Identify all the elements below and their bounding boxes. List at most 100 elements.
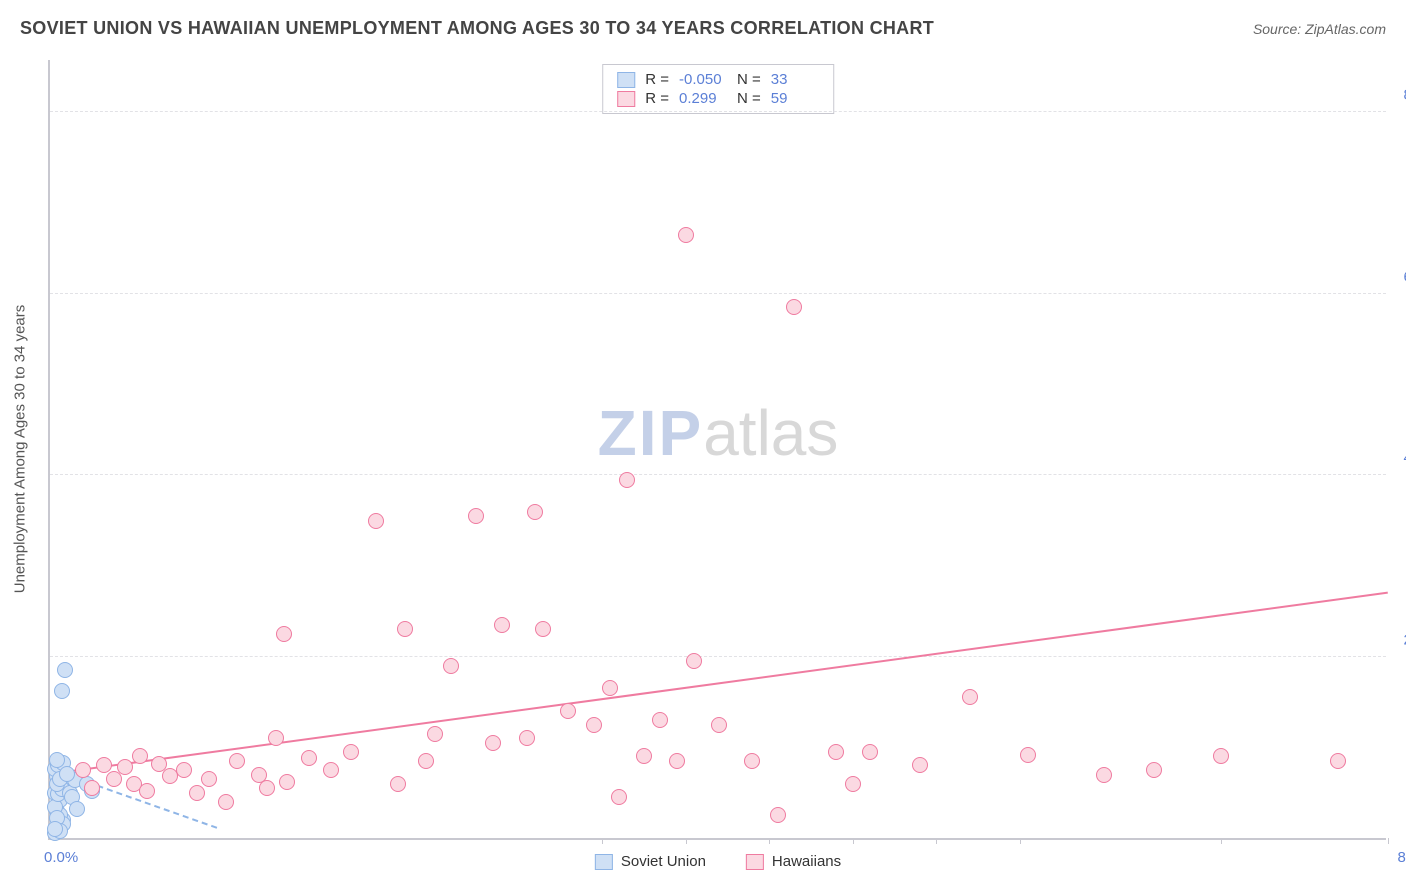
data-point [279, 774, 295, 790]
x-tick [936, 838, 937, 844]
data-point [84, 780, 100, 796]
data-point [586, 717, 602, 733]
watermark-part2: atlas [703, 397, 838, 469]
data-point [75, 762, 91, 778]
source-attribution: Source: ZipAtlas.com [1253, 21, 1386, 37]
stat-n-hawaiian: 59 [771, 90, 819, 107]
data-point [268, 730, 284, 746]
gridline [50, 111, 1386, 112]
x-origin-label: 0.0% [44, 849, 78, 866]
data-point [678, 227, 694, 243]
stat-r-soviet: -0.050 [679, 71, 727, 88]
data-point [770, 807, 786, 823]
data-point [962, 689, 978, 705]
stats-row-hawaiian: R = 0.299 N = 59 [617, 90, 819, 107]
data-point [418, 753, 434, 769]
data-point [397, 621, 413, 637]
data-point [368, 513, 384, 529]
data-point [912, 757, 928, 773]
data-point [485, 735, 501, 751]
data-point [786, 299, 802, 315]
data-point [139, 783, 155, 799]
legend-swatch-soviet [595, 854, 613, 870]
x-tick [853, 838, 854, 844]
data-point [301, 750, 317, 766]
stats-box: R = -0.050 N = 33 R = 0.299 N = 59 [602, 64, 834, 114]
stat-n-label: N = [737, 71, 761, 88]
data-point [828, 744, 844, 760]
data-point [686, 653, 702, 669]
stat-n-soviet: 33 [771, 71, 819, 88]
data-point [229, 753, 245, 769]
data-point [427, 726, 443, 742]
data-point [1213, 748, 1229, 764]
data-point [845, 776, 861, 792]
swatch-soviet [617, 72, 635, 88]
trend-line [50, 591, 1388, 774]
x-tick [686, 838, 687, 844]
data-point [201, 771, 217, 787]
x-tick [1020, 838, 1021, 844]
data-point [47, 821, 63, 837]
data-point [117, 759, 133, 775]
y-tick-label: 20.0% [1391, 631, 1406, 648]
data-point [57, 662, 73, 678]
data-point [189, 785, 205, 801]
x-tick [769, 838, 770, 844]
legend-swatch-hawaiian [746, 854, 764, 870]
data-point [323, 762, 339, 778]
data-point [1330, 753, 1346, 769]
legend-label-soviet: Soviet Union [621, 853, 706, 870]
data-point [711, 717, 727, 733]
data-point [69, 801, 85, 817]
data-point [862, 744, 878, 760]
data-point [468, 508, 484, 524]
data-point [132, 748, 148, 764]
data-point [652, 712, 668, 728]
data-point [560, 703, 576, 719]
data-point [527, 504, 543, 520]
y-tick-label: 80.0% [1391, 87, 1406, 104]
data-point [1020, 747, 1036, 763]
scatter-plot: ZIPatlas Unemployment Among Ages 30 to 3… [48, 60, 1386, 840]
data-point [390, 776, 406, 792]
data-point [535, 621, 551, 637]
data-point [276, 626, 292, 642]
data-point [744, 753, 760, 769]
legend: Soviet Union Hawaiians [595, 853, 841, 870]
data-point [1146, 762, 1162, 778]
stat-r-hawaiian: 0.299 [679, 90, 727, 107]
title-bar: SOVIET UNION VS HAWAIIAN UNEMPLOYMENT AM… [20, 18, 1386, 39]
gridline [50, 293, 1386, 294]
gridline [50, 474, 1386, 475]
data-point [669, 753, 685, 769]
data-point [176, 762, 192, 778]
data-point [443, 658, 459, 674]
data-point [602, 680, 618, 696]
data-point [259, 780, 275, 796]
y-axis-label: Unemployment Among Ages 30 to 34 years [12, 305, 29, 594]
legend-item-hawaiian: Hawaiians [746, 853, 841, 870]
stat-n-label: N = [737, 90, 761, 107]
x-tick [602, 838, 603, 844]
data-point [611, 789, 627, 805]
gridline [50, 656, 1386, 657]
data-point [59, 766, 75, 782]
chart-title: SOVIET UNION VS HAWAIIAN UNEMPLOYMENT AM… [20, 18, 934, 39]
data-point [218, 794, 234, 810]
legend-item-soviet: Soviet Union [595, 853, 706, 870]
data-point [494, 617, 510, 633]
x-max-label: 80.0% [1397, 849, 1406, 866]
data-point [519, 730, 535, 746]
watermark-part1: ZIP [598, 397, 704, 469]
data-point [1096, 767, 1112, 783]
stat-r-label: R = [645, 71, 669, 88]
data-point [106, 771, 122, 787]
data-point [343, 744, 359, 760]
data-point [54, 683, 70, 699]
x-tick [1388, 838, 1389, 844]
swatch-hawaiian [617, 91, 635, 107]
stat-r-label: R = [645, 90, 669, 107]
y-tick-label: 40.0% [1391, 450, 1406, 467]
y-tick-label: 60.0% [1391, 268, 1406, 285]
